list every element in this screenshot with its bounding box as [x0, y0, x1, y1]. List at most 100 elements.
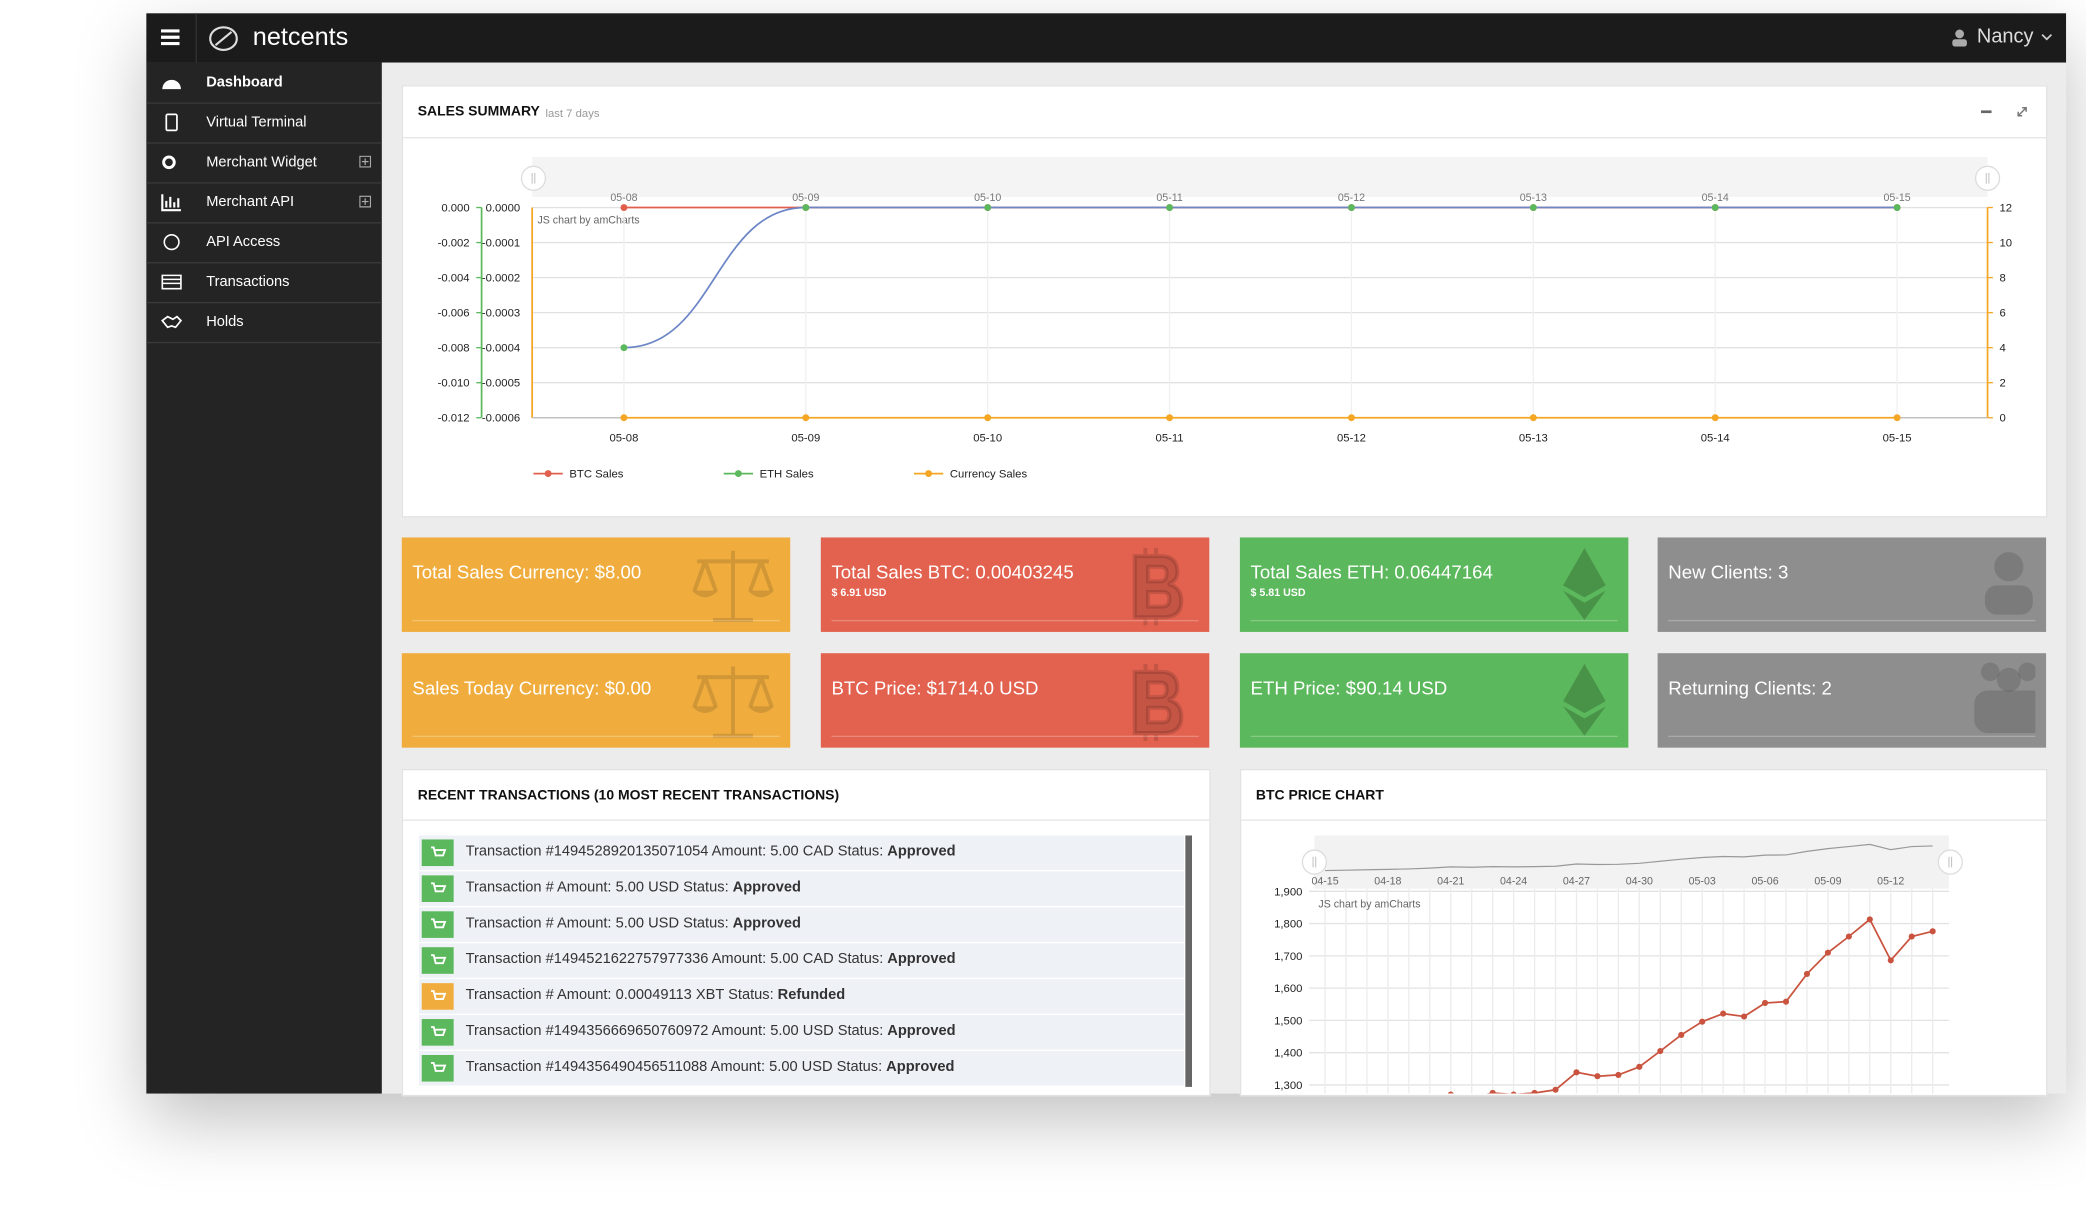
- sidebar-item[interactable]: Transactions: [146, 262, 382, 304]
- icon-shape: [692, 550, 774, 622]
- transaction-row: Transaction # Amount: 0.00049113 XBT Sta…: [419, 979, 1185, 1014]
- scroll-handle[interactable]: [1301, 849, 1328, 875]
- scroll-handle[interactable]: [520, 165, 547, 191]
- transaction-row: Transaction #1494528920135071054 Amount:…: [419, 835, 1185, 871]
- y-tick-label: 1,400: [1274, 1048, 1302, 1060]
- y-tick-label: -0.008: [438, 343, 470, 355]
- legend-marker: [734, 470, 742, 478]
- scrollbar-label: 05-11: [1156, 192, 1182, 204]
- y-tick-label: 1,900: [1274, 886, 1302, 898]
- data-point: [1678, 1031, 1685, 1038]
- expand-icon: [359, 155, 372, 168]
- data-point: [1657, 1047, 1664, 1055]
- y-tick-label: 1,700: [1274, 951, 1302, 963]
- icon-shape: [431, 846, 447, 857]
- user-name[interactable]: Nancy: [1976, 25, 2034, 48]
- tile-title: Total Sales BTC: 0.00403245: [831, 561, 1074, 583]
- icon-shape: [431, 882, 447, 893]
- icon-shape: [431, 846, 447, 857]
- divider: [1668, 619, 2036, 622]
- sidebar-item[interactable]: Merchant Widget: [146, 142, 382, 184]
- x-tick-label: 05-06: [1751, 876, 1778, 888]
- transaction-text: Transaction # Amount: 5.00 USD Status: Ap…: [466, 879, 801, 895]
- sidebar-item[interactable]: Holds: [146, 302, 382, 344]
- cart-icon: [421, 1019, 454, 1046]
- x-tick-label: 05-08: [609, 433, 638, 445]
- stat-tile: Total Sales Currency: $8.00: [401, 537, 791, 632]
- scroll-handle[interactable]: [1974, 165, 2001, 191]
- y3-tick-label: -0.0002: [482, 273, 520, 285]
- btc-chart: 1,000 1,100 1,200 1,300 1,400 1,500 1,600 1,700…: [1274, 835, 1963, 1107]
- x-tick-label: 04-30: [1626, 876, 1653, 888]
- legend-label: BTC Sales: [569, 469, 623, 481]
- cart-icon: [421, 839, 454, 867]
- tile-icon: [691, 550, 775, 622]
- icon-shape: [691, 590, 775, 598]
- sidebar-item[interactable]: Merchant API: [146, 182, 382, 224]
- y2-tick-label: 6: [2000, 308, 2006, 320]
- divider: [195, 13, 197, 63]
- y2-tick-label: 12: [2000, 203, 2013, 215]
- data-point: [802, 204, 810, 211]
- scrollbar: [1314, 835, 1949, 889]
- y2-tick-label: 2: [2000, 378, 2006, 390]
- sidebar-item[interactable]: Virtual Terminal: [146, 102, 382, 144]
- legend-label: Currency Sales: [950, 469, 1028, 481]
- x-tick-label: 05-03: [1689, 876, 1716, 888]
- tile-subtitle: $ 5.81 USD: [1250, 586, 1306, 599]
- menu-button[interactable]: [160, 29, 180, 46]
- icon-shape: [691, 706, 775, 714]
- sidebar-label: API Access: [206, 234, 281, 251]
- icon-shape: [431, 954, 447, 965]
- tile-title: New Clients: 3: [1668, 561, 1789, 583]
- icon-shape: [1984, 585, 2033, 615]
- btc-chart-panel: BTC PRICE CHART: [1239, 768, 2048, 1097]
- data-point: [1347, 204, 1355, 211]
- icon-shape: [431, 1026, 447, 1036]
- panel-title: SALES SUMMARY: [417, 103, 540, 120]
- icon-shape: [431, 918, 447, 929]
- data-point: [1427, 1101, 1433, 1107]
- icon-shape: [431, 1026, 447, 1036]
- x-tick-label: 05-11: [1156, 433, 1184, 445]
- x-tick-label: 05-12: [1337, 433, 1366, 445]
- y-tick-label: -0.002: [438, 238, 470, 250]
- data-point: [1741, 1013, 1748, 1020]
- icon-shape: [2018, 662, 2036, 682]
- cart-icon: [421, 875, 454, 902]
- scrollbar[interactable]: [1185, 835, 1193, 1087]
- tile-title: BTC Price: $1714.0 USD: [831, 677, 1039, 699]
- data-point: [1573, 1069, 1580, 1076]
- data-point: [1510, 1091, 1517, 1094]
- sidebar-item[interactable]: Dashboard: [146, 63, 382, 104]
- scroll-handle[interactable]: [1937, 849, 1963, 875]
- scrollbar-label: 05-13: [1520, 192, 1547, 204]
- data-point: [1929, 928, 1936, 935]
- tile-title: ETH Price: $90.14 USD: [1250, 677, 1448, 699]
- data-point: [620, 344, 628, 352]
- icon-shape: [359, 195, 372, 208]
- transaction-info: Transaction # Amount: 5.00 USD Status:: [465, 879, 729, 896]
- icon-shape: [431, 918, 447, 929]
- icon-shape: [161, 194, 181, 212]
- data-point: [1887, 957, 1894, 964]
- scrollbar: [532, 156, 1988, 197]
- scrollbar-label: 05-12: [1338, 192, 1365, 204]
- data-point: [620, 204, 628, 211]
- sidebar-icon: [161, 274, 182, 290]
- sidebar-item[interactable]: API Access: [146, 222, 382, 264]
- x-tick-label: 04-18: [1374, 876, 1401, 888]
- transaction-status: Approved: [887, 843, 956, 860]
- transaction-status: Approved: [732, 915, 801, 932]
- panel-tools[interactable]: [1980, 105, 2034, 118]
- panel-title: BTC PRICE CHART: [1255, 787, 1384, 804]
- scrollbar-line: [1325, 843, 1933, 872]
- icon-shape: [1994, 552, 2024, 582]
- tile-icon: [1974, 662, 2036, 734]
- sidebar-label: Merchant API: [206, 194, 295, 211]
- transaction-text: Transaction #1494528920135071054 Amount:…: [466, 843, 956, 859]
- data-point: [1615, 1071, 1622, 1078]
- data-point: [1529, 204, 1537, 211]
